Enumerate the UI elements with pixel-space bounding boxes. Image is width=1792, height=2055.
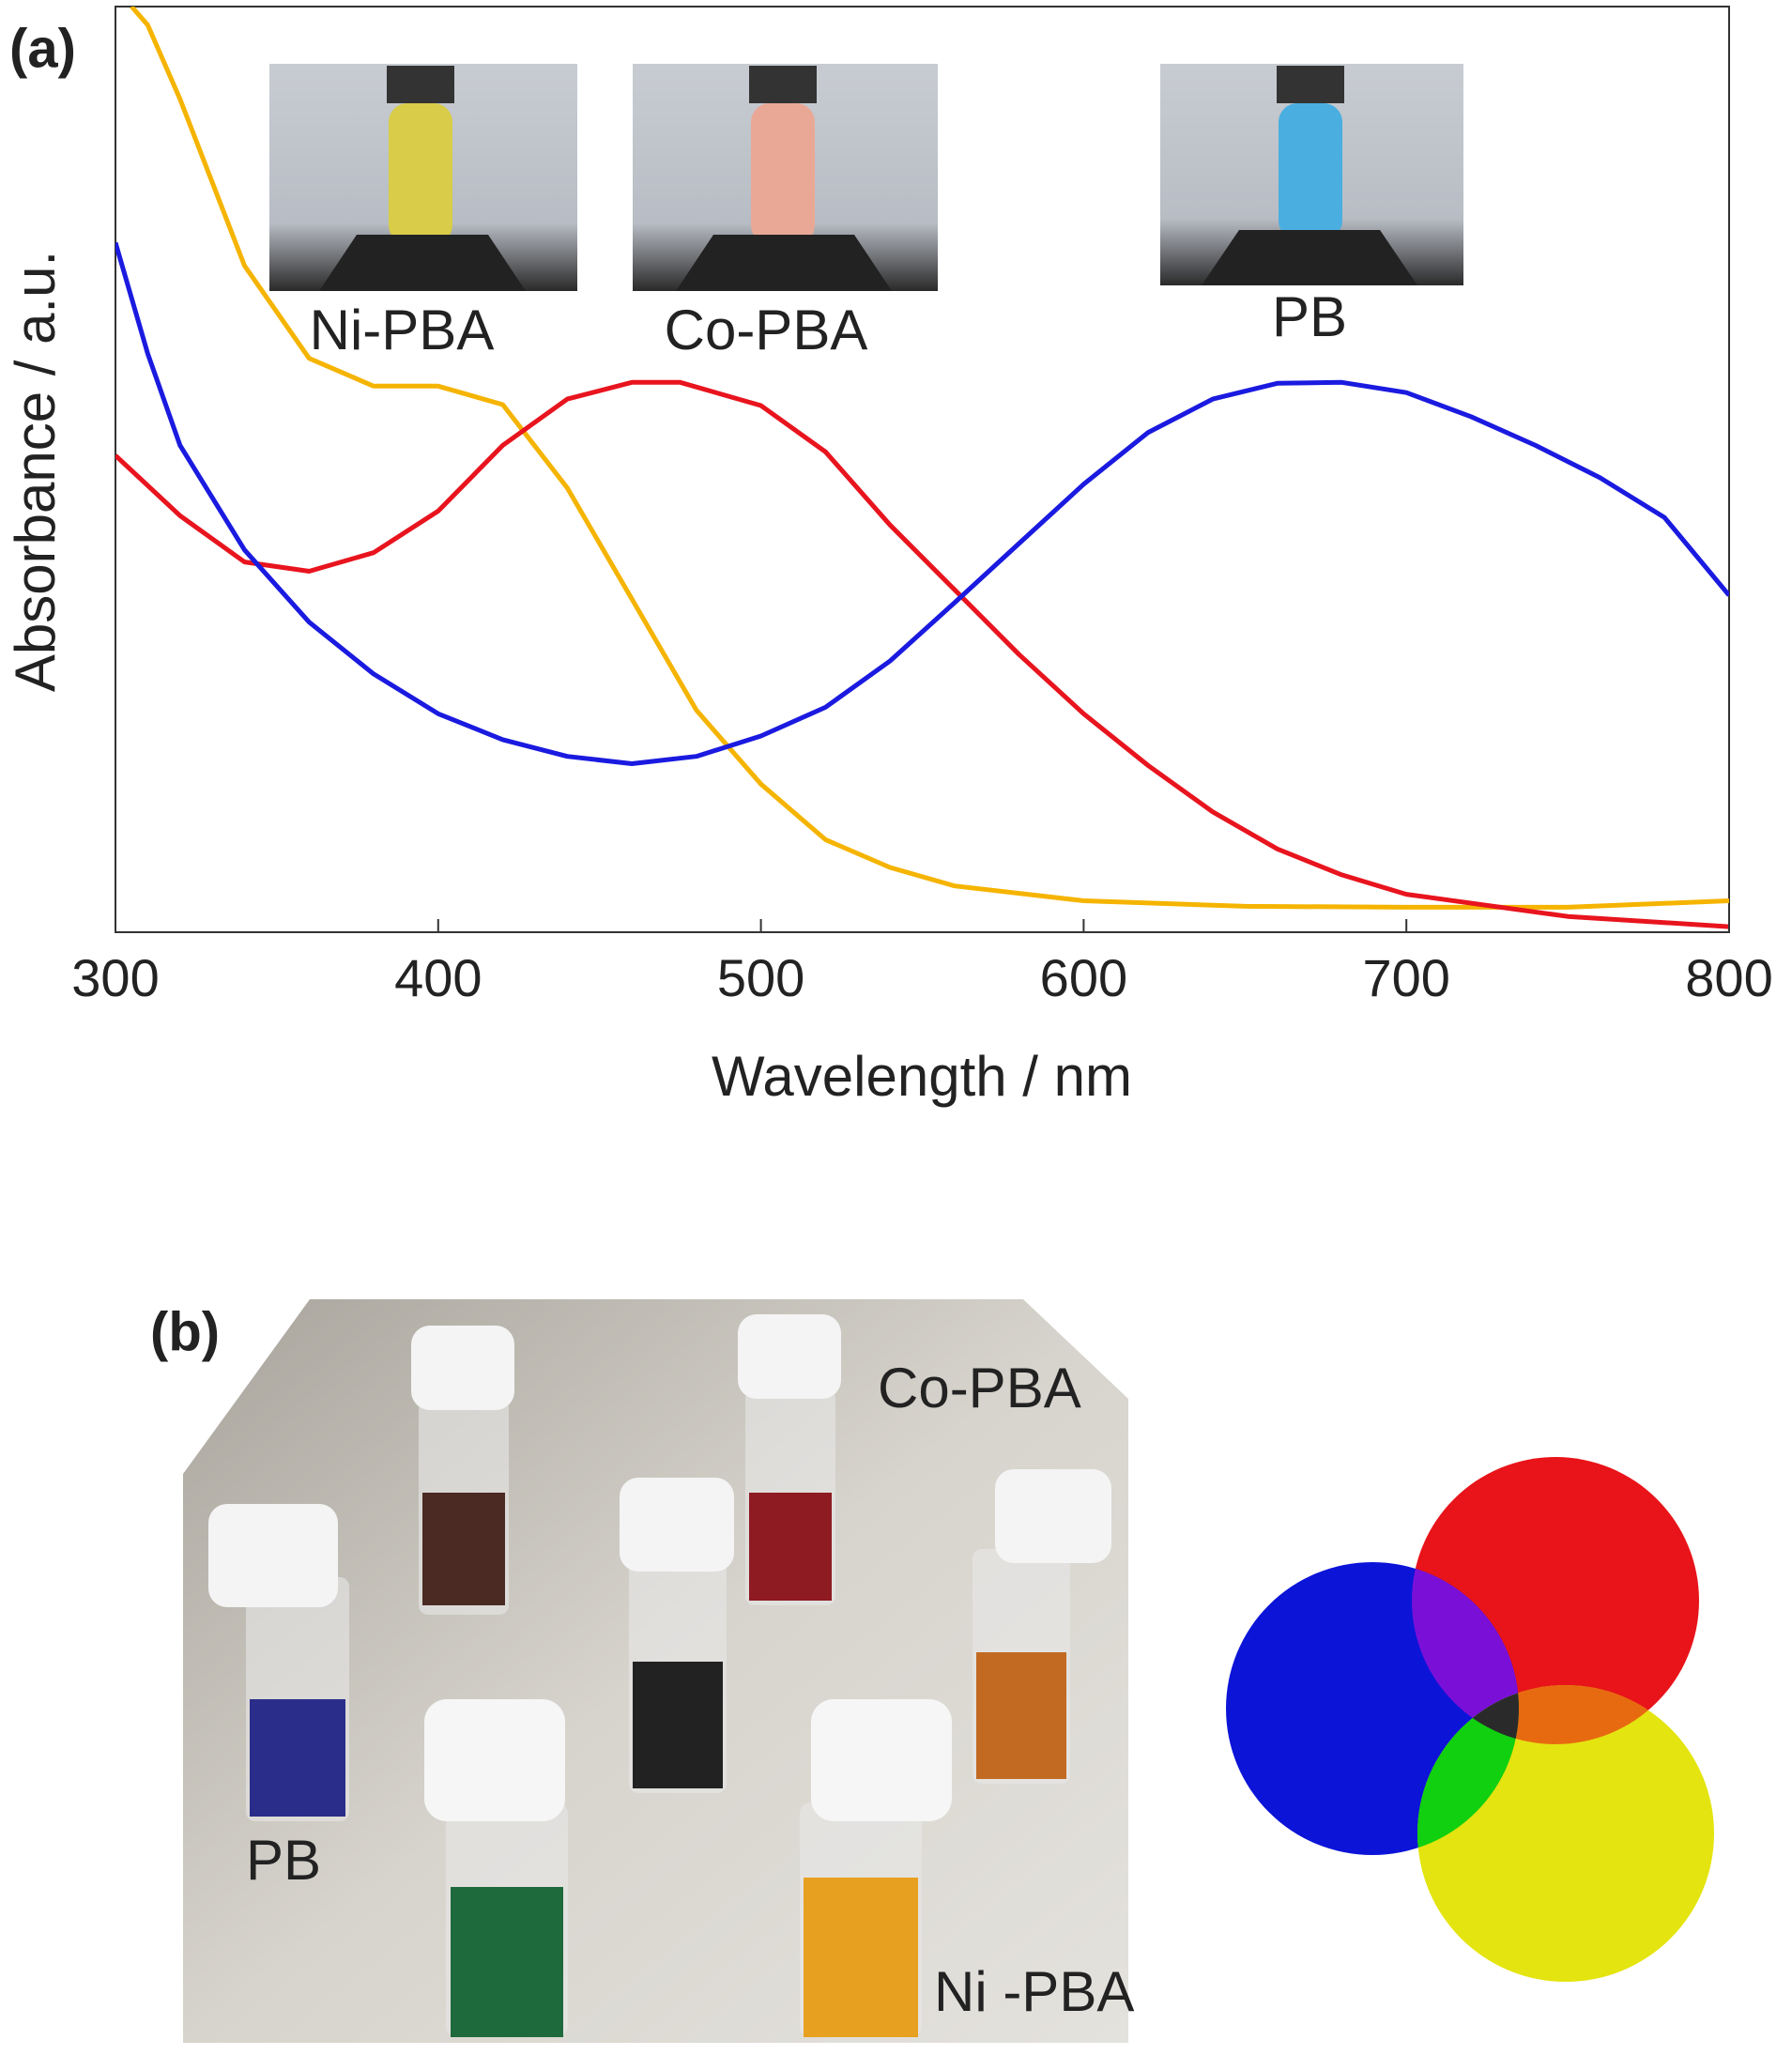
vial bbox=[800, 1699, 952, 2037]
vial bbox=[973, 1469, 1111, 1784]
x-tick-label: 800 bbox=[1685, 948, 1772, 1007]
color-circles bbox=[1226, 1457, 1714, 1982]
x-tick-label: 500 bbox=[717, 948, 804, 1007]
photo-label: Ni -PBA bbox=[934, 1960, 1134, 2023]
x-tick-label: 700 bbox=[1362, 948, 1449, 1007]
vial bbox=[738, 1314, 841, 1605]
photo-label: Co-PBA bbox=[878, 1357, 1081, 1419]
vial-photo bbox=[183, 1299, 1128, 2043]
series-line bbox=[115, 241, 1729, 766]
x-tick-label: 400 bbox=[394, 948, 482, 1007]
series-line bbox=[115, 379, 1729, 929]
x-axis-label: Wavelength / nm bbox=[712, 1045, 1132, 1108]
inset-photos bbox=[269, 64, 1463, 291]
vial bbox=[620, 1478, 734, 1793]
vial bbox=[424, 1699, 568, 2037]
panel-label: (b) bbox=[150, 1301, 220, 1362]
y-axis-label: Absorbance / a.u. bbox=[4, 251, 67, 692]
photo-label: PB bbox=[246, 1829, 321, 1892]
x-tick-label: 300 bbox=[71, 948, 159, 1007]
plot-area bbox=[115, 7, 1729, 929]
legend-label: PB bbox=[1272, 285, 1347, 348]
vial bbox=[411, 1326, 514, 1615]
series-line bbox=[130, 7, 1729, 910]
legend-label: Ni-PBA bbox=[310, 299, 495, 361]
vial bbox=[208, 1504, 349, 1821]
legend-label: Co-PBA bbox=[665, 299, 868, 361]
plot-frame bbox=[115, 6, 1730, 933]
x-tick-label: 600 bbox=[1040, 948, 1127, 1007]
panel-label: (a) bbox=[9, 18, 76, 79]
